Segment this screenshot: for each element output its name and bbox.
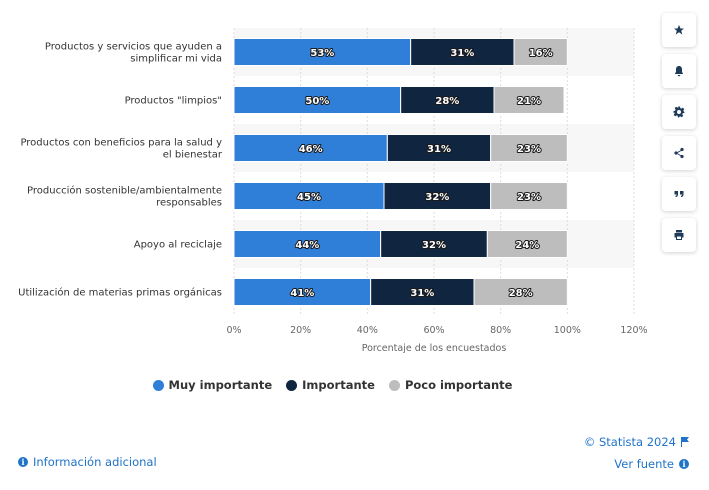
print-icon (674, 230, 684, 240)
x-tick-label: 120% (620, 325, 647, 336)
source-label: Ver fuente (614, 457, 674, 471)
data-label: 21% (517, 96, 541, 107)
data-label: 50% (305, 96, 329, 107)
bar (233, 38, 412, 66)
data-label: 24% (515, 240, 539, 251)
quote-icon (674, 191, 684, 197)
bell-icon (675, 66, 683, 77)
copyright-label: © Statista 2024 (583, 435, 676, 449)
x-tick-label: 100% (554, 325, 581, 336)
notification-button[interactable] (662, 54, 696, 88)
x-axis-title: Porcentaje de los encuestados (362, 343, 507, 354)
data-label: 23% (517, 192, 541, 203)
star-icon (674, 25, 684, 35)
data-label: 41% (290, 288, 314, 299)
legend: Muy importante Importante Poco importante (0, 378, 665, 392)
bar (233, 278, 372, 306)
legend-item[interactable]: Importante (286, 378, 375, 392)
share-icon (674, 147, 684, 159)
x-axis-ticks: 0% 20% 40% 60% 80% 100% 120% (226, 325, 647, 336)
data-label: 32% (422, 240, 446, 251)
source-link[interactable]: Ver fuente i (614, 457, 689, 471)
settings-button[interactable] (662, 95, 696, 129)
bar (410, 38, 515, 66)
data-label: 32% (425, 192, 449, 203)
bar (493, 86, 565, 114)
bar (233, 182, 385, 210)
gear-icon (673, 106, 685, 118)
bar (490, 182, 568, 210)
data-label: 44% (295, 240, 319, 251)
bars: 53% 31% 16% 50% 28% 21% 46% 31% 23% 45% 32% 23% 44% 3… (233, 38, 568, 306)
data-label: 45% (297, 192, 321, 203)
x-tick-label: 60% (423, 325, 444, 336)
bar (380, 230, 488, 258)
bar (513, 38, 568, 66)
flag-icon (681, 437, 689, 447)
additional-info-link[interactable]: i Información adicional (18, 455, 157, 469)
print-button[interactable] (662, 218, 696, 252)
favorite-button[interactable] (662, 13, 696, 47)
share-button[interactable] (662, 136, 696, 170)
data-label: 31% (410, 288, 434, 299)
data-label: 53% (310, 48, 334, 59)
data-label: 23% (517, 144, 541, 155)
legend-marker (388, 379, 400, 391)
legend-marker (286, 379, 298, 391)
bar (383, 182, 492, 210)
category-label: Productos "limpios" (125, 96, 222, 107)
legend-label: Muy importante (168, 378, 273, 392)
bar (473, 278, 568, 306)
cite-button[interactable] (662, 177, 696, 211)
bar (490, 134, 568, 162)
data-label: 31% (427, 144, 451, 155)
legend-label: Poco importante (404, 378, 513, 392)
category-label: Productos con beneficios para la salud y… (20, 138, 222, 161)
data-label: 28% (509, 288, 533, 299)
copyright-link[interactable]: © Statista 2024 (584, 435, 689, 449)
legend-item[interactable]: Poco importante (388, 378, 513, 392)
category-label: Producción sostenible/ambientalmente resp… (27, 185, 222, 209)
additional-info-label: Información adicional (33, 455, 157, 469)
bar (486, 230, 568, 258)
data-label: 16% (529, 48, 553, 59)
legend-marker (152, 379, 164, 391)
data-label: 31% (450, 48, 474, 59)
legend-label: Importante (302, 378, 375, 392)
category-label: Utilización de materias primas orgánicas (18, 287, 222, 299)
category-labels: Productos y servicios que ayuden a simpli… (18, 42, 223, 299)
side-toolbar (662, 13, 696, 252)
bar (386, 134, 492, 162)
bar (233, 86, 402, 114)
category-label: Apoyo al reciclaje (134, 240, 222, 251)
x-tick-label: 20% (290, 325, 311, 336)
legend-item[interactable]: Muy importante (152, 378, 273, 392)
data-label: 28% (435, 96, 459, 107)
data-label: 46% (299, 144, 323, 155)
x-tick-label: 0% (226, 325, 241, 336)
info-icon: i (18, 457, 28, 467)
x-tick-label: 40% (357, 325, 378, 336)
x-tick-label: 80% (490, 325, 511, 336)
info-icon: i (679, 459, 689, 469)
bar (370, 278, 475, 306)
grid-lines (233, 28, 635, 316)
category-label: Productos y servicios que ayuden a simpli… (45, 42, 222, 65)
